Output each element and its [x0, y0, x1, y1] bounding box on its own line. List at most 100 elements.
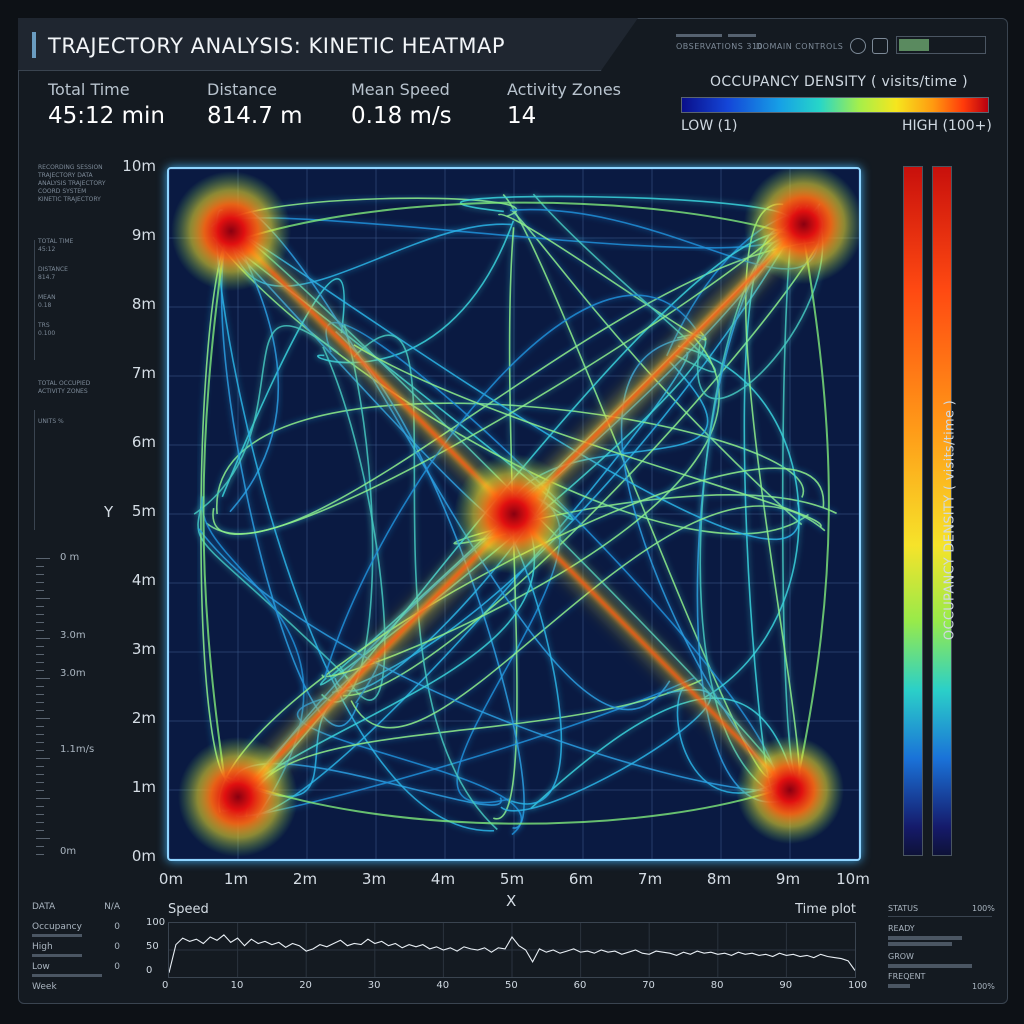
heatmap-plot[interactable]: [167, 167, 861, 861]
ruler-tick: [36, 694, 44, 695]
hotspot: [454, 454, 574, 574]
ruler-label: 3.0m: [60, 668, 86, 679]
side-note: COORD SYSTEM: [38, 188, 87, 195]
ruler-tick: [36, 782, 44, 783]
stat-label: Mean Speed: [351, 80, 450, 99]
side-note: TOTAL TIME: [38, 238, 74, 245]
side-divider: [34, 240, 35, 360]
ruler-tick: [36, 662, 44, 663]
status-text-observations: OBSERVATIONS 310: [676, 42, 764, 51]
speed-x-tick: 0: [162, 980, 169, 991]
side-ruler: [36, 558, 58, 856]
stat-label: Activity Zones: [507, 80, 621, 99]
x-tick-label: 5m: [499, 870, 525, 888]
page-title: TRAJECTORY ANALYSIS: KINETIC HEATMAP: [48, 34, 506, 58]
trajectory-path: [532, 193, 716, 373]
speed-chart-svg: [168, 923, 856, 977]
trajectory-path: [343, 243, 820, 697]
stat-label: Total Time: [48, 80, 130, 99]
trajectory-path: [193, 325, 339, 515]
stat-mean-speed: Mean Speed 0.18 m/s: [351, 80, 452, 129]
ruler-tick: [36, 678, 50, 679]
ruler-tick: [36, 798, 50, 799]
ruler-tick: [36, 790, 44, 791]
data-panel: DATA N/A Occupancy 0 High 0 Low 0 Week: [32, 902, 120, 1002]
side-note: 45:12: [38, 246, 56, 253]
speed-line: [168, 934, 856, 973]
status-item: FREQENT: [888, 972, 926, 981]
data-row-bar: [32, 954, 82, 957]
density-low-label: LOW (1): [681, 118, 738, 134]
ruler-tick: [36, 646, 44, 647]
y-tick-label: 2m: [131, 709, 156, 727]
data-row-high: High 0: [32, 942, 120, 962]
ruler-tick: [36, 590, 44, 591]
side-note: RECORDING SESSION: [38, 164, 103, 171]
grid-icon[interactable]: [872, 38, 888, 54]
trajectory-path: [678, 345, 800, 699]
trajectory-path: [324, 294, 700, 678]
speed-x-tick: 20: [299, 980, 312, 991]
ruler-tick: [36, 814, 44, 815]
side-note: ANALYSIS TRAJECTORY: [38, 180, 106, 187]
data-panel-footer-label: Week: [32, 982, 57, 992]
density-legend-title: OCCUPANCY DENSITY ( visits/time ): [710, 74, 968, 90]
data-row-value: 0: [114, 922, 120, 932]
x-tick-label: 10m: [836, 870, 870, 888]
status-divider: [888, 916, 992, 917]
ruler-label: 3.0m: [60, 630, 86, 641]
y-tick-label: 8m: [131, 295, 156, 313]
data-panel-header: DATA N/A: [32, 902, 120, 922]
status-bar: [888, 984, 910, 988]
status-tick: [728, 34, 756, 37]
ruler-tick: [36, 758, 50, 759]
data-row-value: 0: [114, 962, 120, 972]
corridor-line: [230, 230, 515, 515]
mic-icon[interactable]: [850, 38, 866, 54]
status-text-domain: DOMAIN CONTROLS: [756, 42, 844, 51]
data-panel-title-right: N/A: [104, 902, 120, 912]
ruler-tick: [36, 734, 44, 735]
ruler-tick: [36, 750, 44, 751]
speed-chart-box: [168, 922, 856, 978]
colorbar-b: [932, 166, 952, 856]
ruler-tick: [36, 558, 50, 559]
status-item: READY: [888, 924, 915, 933]
speed-chart-panel: Speed Time plot 100 50 0 0 10 20 30 40 50 60 70 80…: [138, 902, 868, 998]
ruler-tick: [36, 710, 44, 711]
stat-value: 45:12 min: [48, 103, 165, 129]
side-note: 0.18: [38, 302, 52, 309]
side-notes-block3: TOTAL OCCUPIED ACTIVITY ZONES: [38, 380, 90, 396]
ruler-tick: [36, 774, 44, 775]
side-note: 0.100: [38, 330, 56, 337]
stat-value: 0.18 m/s: [351, 103, 452, 129]
ruler-label: 0 m: [60, 552, 80, 563]
data-panel-footer: Week: [32, 982, 120, 1002]
status-panel: STATUS 100% READY GROW FREQENT 100%: [886, 902, 996, 998]
trajectory-path: [350, 505, 826, 729]
y-tick-label: 10m: [122, 157, 156, 175]
ruler-tick: [36, 822, 44, 823]
side-divider: [34, 410, 35, 530]
stat-label: Distance: [207, 80, 277, 99]
ruler-tick: [36, 574, 44, 575]
data-row-bar: [32, 934, 82, 937]
y-tick-label: 0m: [131, 847, 156, 865]
y-tick-label: 6m: [131, 433, 156, 451]
y-tick-label: 4m: [131, 571, 156, 589]
y-tick-label: 3m: [131, 640, 156, 658]
ruler-tick: [36, 670, 44, 671]
ruler-tick: [36, 702, 44, 703]
x-tick-label: 3m: [361, 870, 387, 888]
y-axis-label: Y: [104, 503, 114, 521]
hotspot: [736, 736, 844, 844]
ruler-tick: [36, 654, 44, 655]
speed-x-tick: 30: [367, 980, 381, 991]
status-header-right: 100%: [972, 904, 995, 913]
speed-x-tick: 10: [230, 980, 244, 991]
status-bar: [888, 964, 972, 968]
speed-x-tick: 100: [848, 980, 868, 991]
ruler-label: 1.1m/s: [60, 744, 95, 755]
side-notes-block4: UNITS %: [38, 418, 64, 425]
speed-x-tick: 50: [505, 980, 518, 991]
